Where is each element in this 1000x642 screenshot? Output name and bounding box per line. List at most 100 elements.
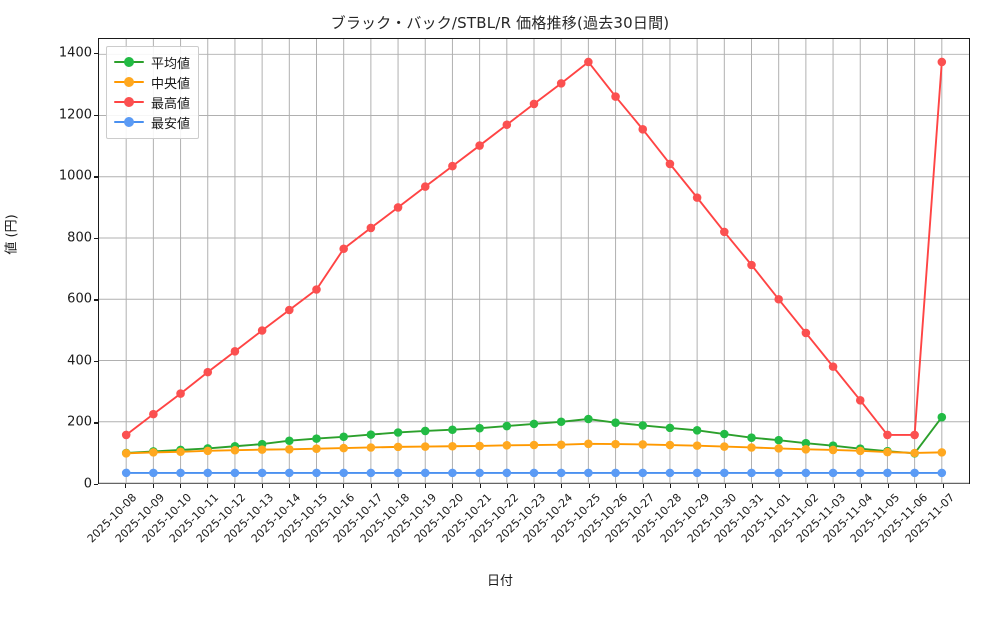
data-point (665, 423, 675, 433)
data-point (475, 468, 484, 478)
data-point (230, 445, 240, 455)
data-point (448, 468, 457, 478)
x-tick-mark (207, 484, 209, 488)
legend-marker-icon (114, 95, 144, 109)
data-point (638, 468, 648, 478)
data-point (556, 79, 566, 88)
data-point (774, 444, 783, 453)
x-axis-ticks: 2025-10-08 2025-10-09 2025-10-10 2025-10-11… (85, 484, 970, 604)
y-tick-mark (94, 176, 98, 178)
data-point (312, 285, 321, 294)
data-point (747, 433, 756, 442)
x-tick-mark (397, 484, 399, 488)
x-tick-mark (697, 484, 699, 488)
data-point (176, 468, 185, 478)
y-tick-label: 0 (83, 476, 92, 492)
data-point (910, 430, 919, 440)
legend-marker-icon (114, 55, 144, 69)
data-point (529, 440, 539, 450)
data-point (230, 468, 240, 478)
data-point (611, 468, 620, 478)
x-tick-mark (261, 484, 263, 488)
data-point (910, 468, 919, 478)
data-point (393, 203, 403, 212)
data-point (448, 161, 457, 171)
data-point (584, 468, 593, 478)
x-tick-mark (779, 484, 781, 488)
data-point (910, 448, 919, 458)
data-point (638, 440, 648, 449)
data-point (828, 362, 838, 371)
y-tick-mark (94, 114, 98, 116)
data-point (203, 468, 213, 478)
legend-item-3[interactable]: 最高値 (114, 92, 190, 112)
x-tick-mark (425, 484, 427, 488)
y-tick-mark (94, 484, 98, 486)
data-point (801, 445, 811, 454)
x-tick-mark (506, 484, 508, 488)
data-point (420, 468, 430, 478)
data-point (665, 440, 675, 450)
data-point (366, 430, 376, 439)
y-tick-label: 600 (67, 291, 92, 307)
x-tick-mark (288, 484, 290, 488)
y-tick-mark (94, 237, 98, 240)
data-point (937, 448, 947, 457)
data-point (448, 441, 457, 451)
data-point (692, 426, 702, 435)
legend-item-1[interactable]: 平均値 (114, 52, 190, 72)
data-point (801, 328, 811, 338)
x-tick-mark (643, 484, 645, 488)
data-point (257, 468, 267, 478)
data-point (121, 468, 131, 478)
data-point (747, 260, 756, 270)
data-point (475, 441, 484, 451)
legend-label: 最安値 (151, 116, 191, 132)
data-point (720, 429, 729, 439)
data-point (692, 468, 702, 478)
x-tick-mark (833, 484, 835, 488)
data-point (149, 448, 158, 457)
data-point (883, 468, 892, 478)
y-tick-mark (94, 299, 98, 301)
data-point (611, 92, 620, 101)
data-point (257, 326, 267, 335)
data-point (747, 468, 756, 478)
data-point (529, 99, 539, 109)
data-point (393, 468, 403, 478)
data-series (121, 57, 947, 478)
x-tick-mark (452, 484, 454, 488)
data-point (774, 468, 783, 478)
data-point (257, 445, 267, 454)
data-point (285, 445, 294, 454)
plot-area: 平均値中央値 最高値最安値 (98, 38, 970, 484)
data-point (556, 440, 566, 450)
data-point (203, 367, 213, 377)
x-tick-mark (888, 484, 890, 488)
legend-item-2[interactable]: 中央値 (114, 72, 190, 92)
x-tick-mark (752, 484, 754, 488)
data-point (883, 447, 892, 457)
legend-item-4[interactable]: 最安値 (114, 112, 190, 132)
y-tick-label: 1400 (58, 45, 92, 61)
y-tick-mark (94, 422, 98, 424)
data-point (312, 444, 321, 453)
data-point (801, 468, 811, 478)
y-tick-label: 400 (67, 353, 92, 369)
data-point (774, 435, 783, 445)
y-axis-ticks: 0 200 400 600 800 1000 1200 1400 (32, 38, 98, 492)
data-point (448, 425, 457, 435)
y-tick-mark (94, 53, 98, 55)
data-point (176, 447, 185, 457)
data-point (883, 430, 892, 440)
x-tick-mark (479, 484, 481, 488)
x-tick-mark (615, 484, 617, 488)
data-point (774, 294, 783, 304)
x-tick-mark (670, 484, 672, 488)
data-point (230, 347, 240, 356)
data-point (366, 468, 376, 478)
data-point (366, 223, 376, 233)
x-tick-mark (806, 484, 808, 488)
data-point (366, 443, 376, 452)
legend-label: 中央値 (151, 76, 191, 92)
